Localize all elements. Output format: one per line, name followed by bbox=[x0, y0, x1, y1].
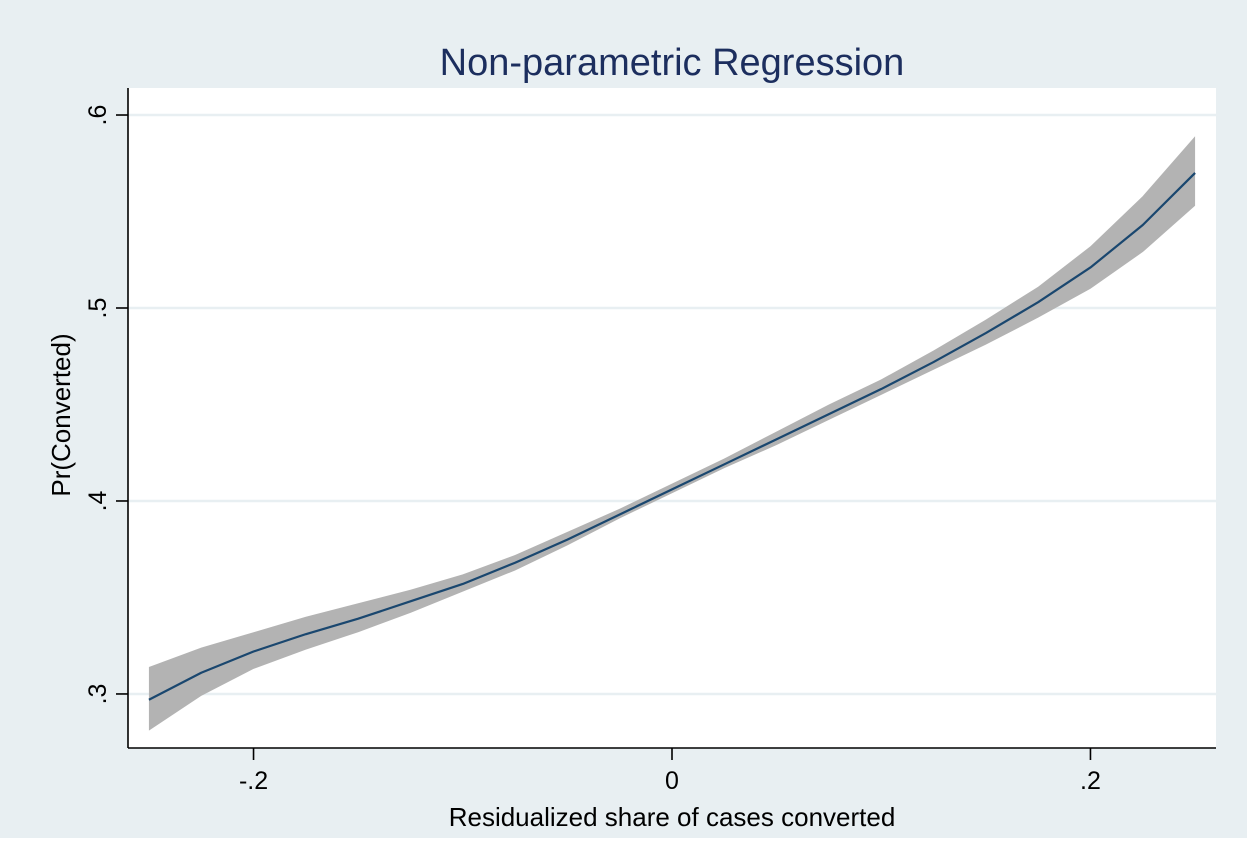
y-tick-label: .3 bbox=[84, 684, 112, 705]
y-tick-label: .5 bbox=[84, 298, 112, 319]
y-axis-label: Pr(Converted) bbox=[46, 333, 76, 496]
x-tick-label: 0 bbox=[665, 767, 679, 795]
axes: -.2 0 .2 .3 .4 .5 .6 bbox=[84, 88, 1216, 795]
y-tick-label: .6 bbox=[84, 105, 112, 126]
fit-line-layer bbox=[148, 172, 1196, 701]
x-tick-label: -.2 bbox=[239, 767, 268, 795]
chart-title: Non-parametric Regression bbox=[440, 42, 905, 84]
x-tick-label: .2 bbox=[1080, 767, 1101, 795]
x-axis-label: Residualized share of cases converted bbox=[449, 802, 896, 832]
fit-line bbox=[148, 172, 1196, 701]
y-tick-label: .4 bbox=[84, 490, 112, 511]
